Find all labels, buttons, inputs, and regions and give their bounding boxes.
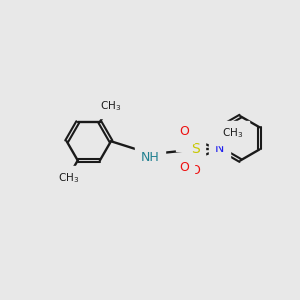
Text: O: O: [179, 161, 189, 174]
Text: N: N: [215, 142, 224, 155]
Text: NH: NH: [141, 151, 160, 164]
Text: O: O: [182, 132, 191, 146]
Text: CH$_3$: CH$_3$: [100, 99, 121, 112]
Text: CH$_3$: CH$_3$: [58, 171, 79, 185]
Text: O: O: [179, 125, 189, 138]
Text: CH$_3$: CH$_3$: [222, 126, 243, 140]
Text: O: O: [191, 164, 201, 177]
Text: S: S: [191, 142, 200, 156]
